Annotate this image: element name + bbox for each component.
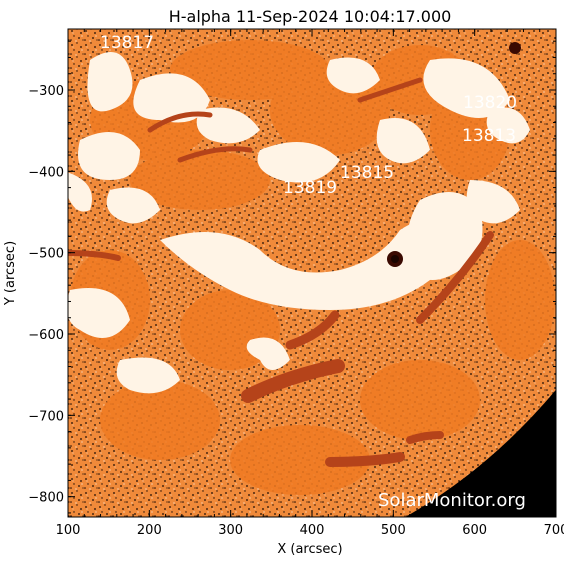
x-tick-label: 600 (462, 523, 487, 538)
x-tick-label: 500 (381, 523, 406, 538)
y-tick-label: −700 (28, 409, 64, 424)
y-axis-label: Y (arcsec) (3, 241, 18, 306)
x-axis: 100 200 300 400 500 600 700 (56, 29, 564, 538)
ar-label: 13817 (100, 33, 154, 53)
y-tick-label: −500 (28, 247, 64, 262)
y-tick-label: −300 (28, 84, 64, 99)
plage-regions (68, 52, 530, 394)
x-tick-label: 400 (300, 523, 325, 538)
ar-label: 13819 (283, 178, 337, 198)
sunspot-small (509, 42, 521, 54)
sunspots (387, 42, 521, 267)
x-tick-label: 100 (56, 523, 81, 538)
plot-title: H-alpha 11-Sep-2024 10:04:17.000 (169, 7, 452, 26)
y-axis: −300 −400 −500 −600 −700 −800 (28, 40, 556, 514)
watermark: SolarMonitor.org (378, 490, 526, 511)
x-tick-label: 200 (137, 523, 162, 538)
solar-image (68, 29, 556, 517)
y-tick-label: −400 (28, 165, 64, 180)
filaments (68, 77, 494, 467)
ar-label: 13815 (340, 163, 394, 183)
ar-label: 13813 (462, 126, 516, 146)
x-axis-label: X (arcsec) (277, 542, 342, 557)
y-tick-label: −800 (28, 491, 64, 506)
x-tick-label: 300 (218, 523, 243, 538)
active-region-labels: 13817 13820 13813 13815 13819 (100, 33, 517, 198)
y-tick-label: −600 (28, 328, 64, 343)
off-limb-region (405, 389, 556, 517)
ar-label: 13820 (463, 93, 517, 113)
x-tick-label: 700 (544, 523, 564, 538)
